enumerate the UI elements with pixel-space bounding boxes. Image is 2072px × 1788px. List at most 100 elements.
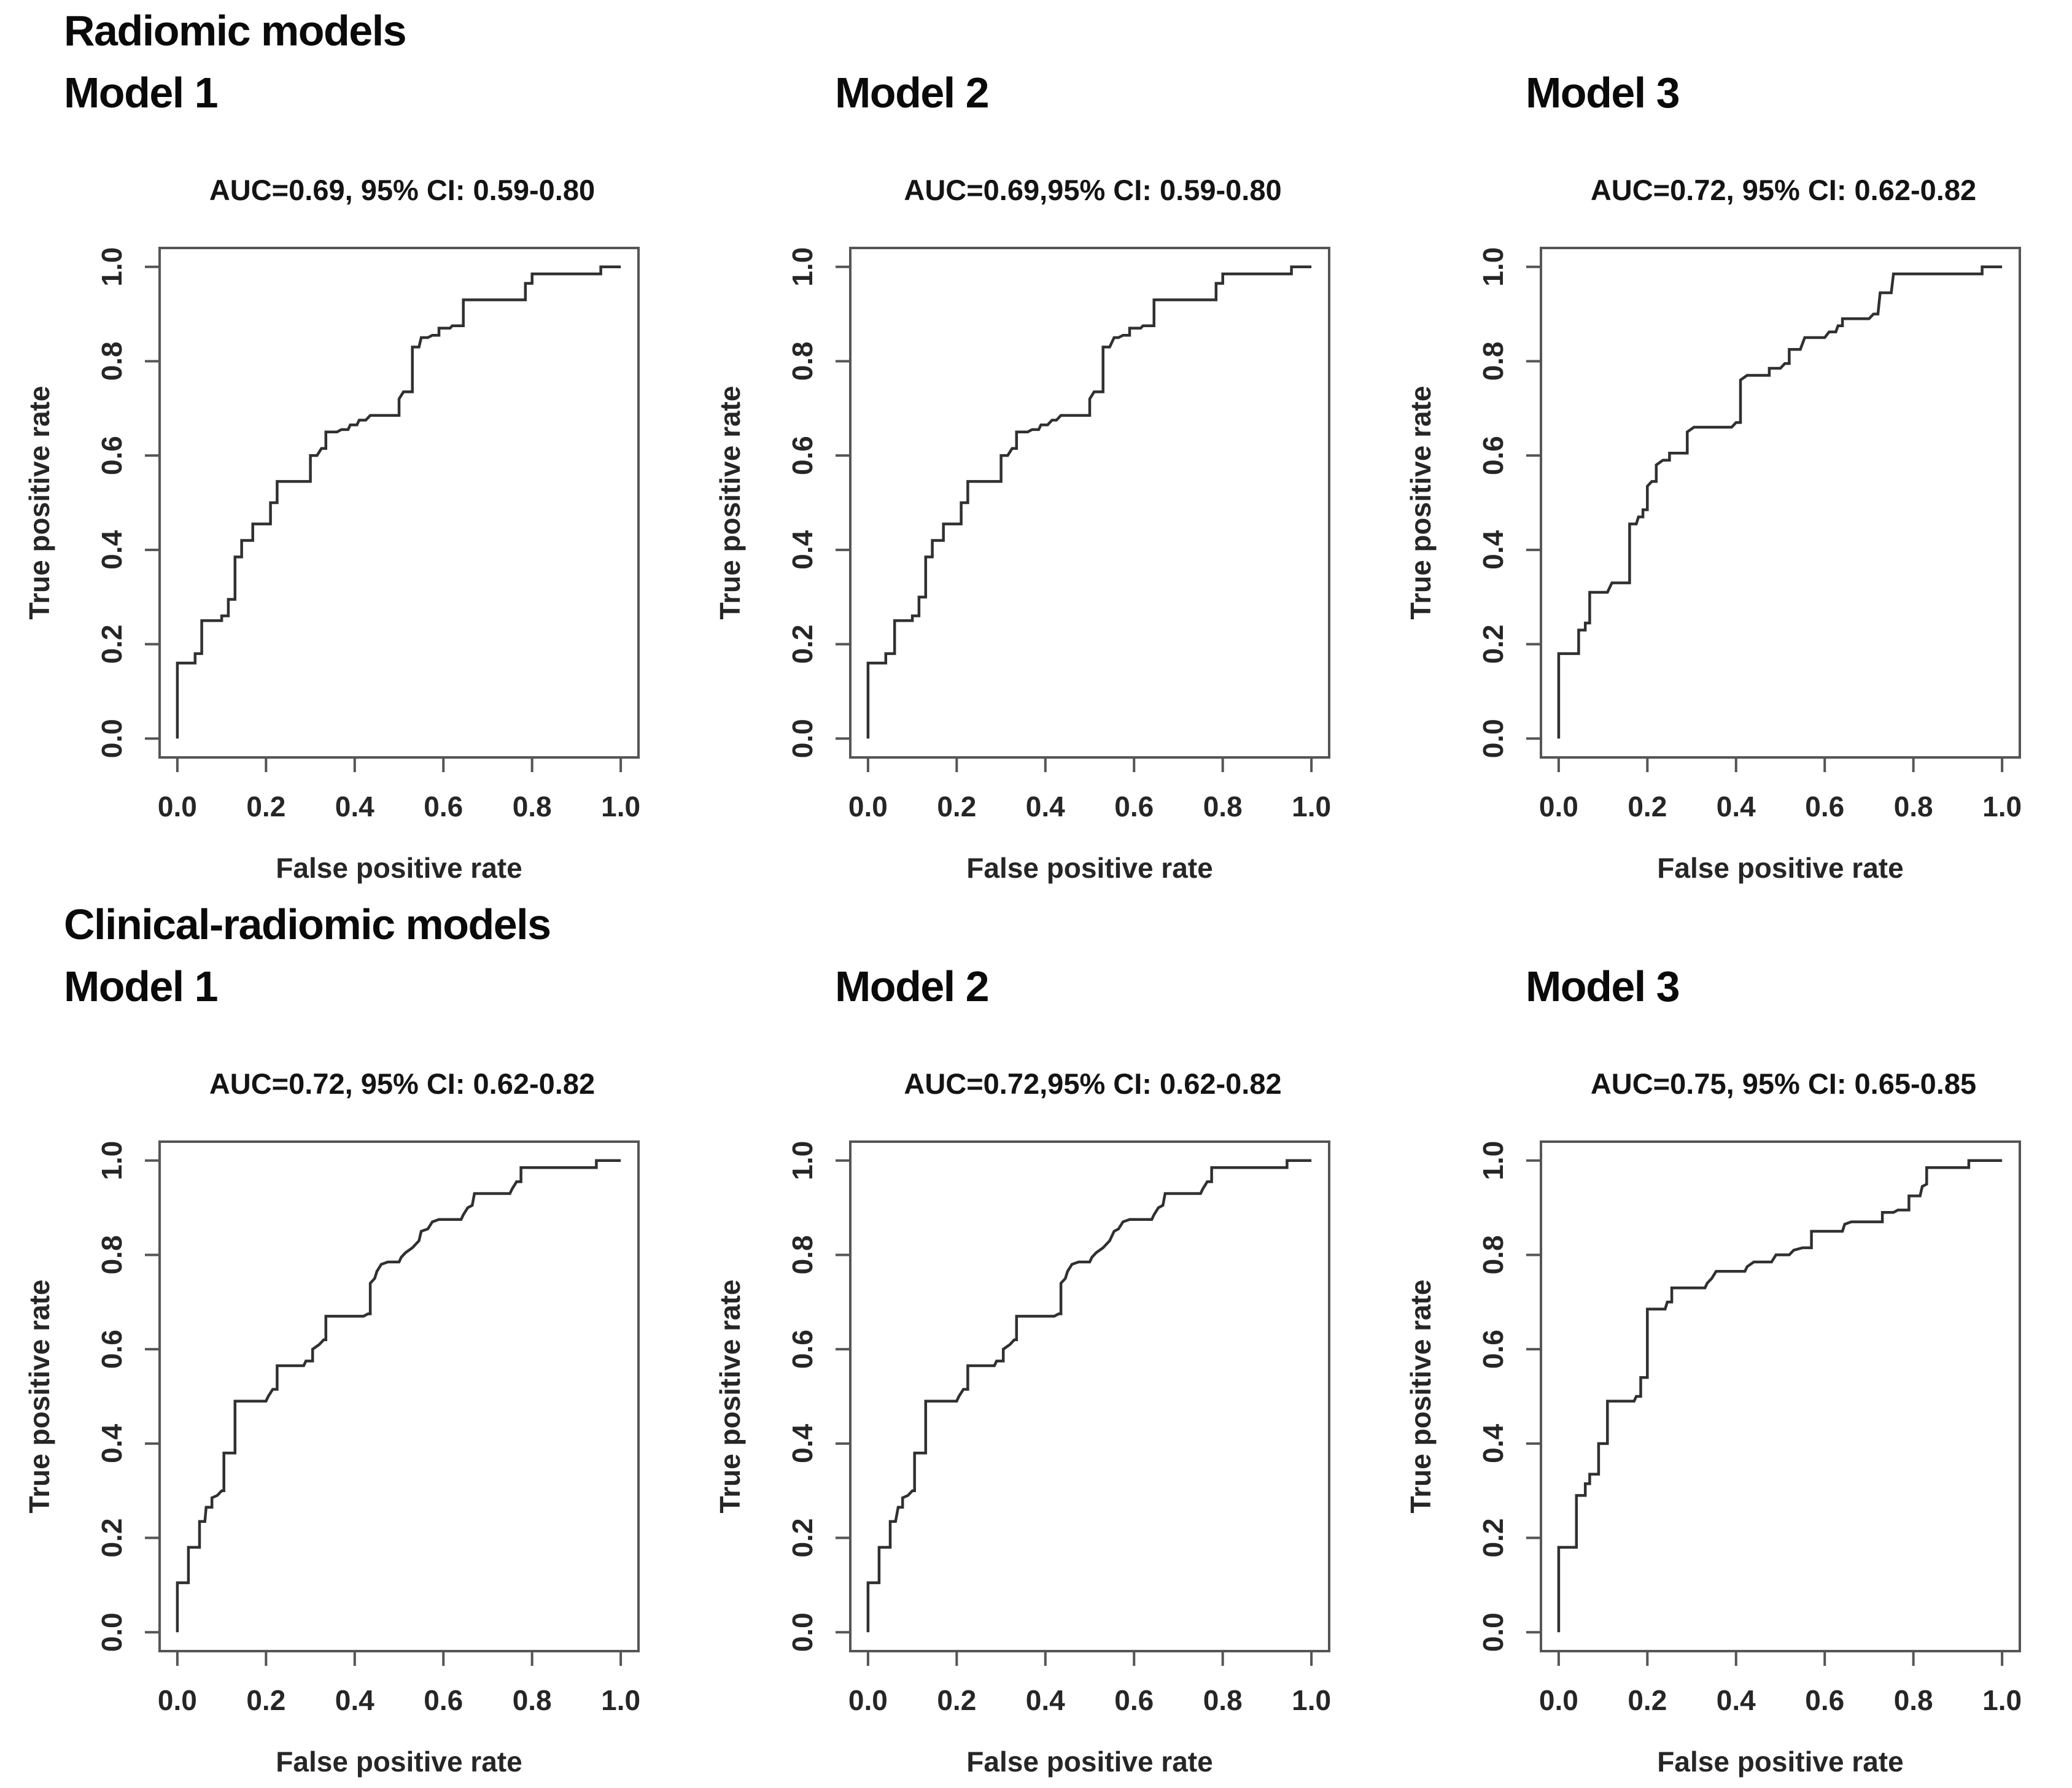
roc-curve xyxy=(176,1159,621,1633)
y-tick-label: 1.0 xyxy=(96,1141,128,1180)
y-tick-label: 0.8 xyxy=(96,341,128,381)
x-tick-label: 1.0 xyxy=(1292,1684,1331,1716)
auc-subtitle: AUC=0.72,95% CI: 0.62-0.82 xyxy=(904,1067,1282,1100)
section-header-spacer xyxy=(1381,0,2072,59)
x-tick-label: 0.6 xyxy=(1114,791,1154,822)
y-tick-label: 0.8 xyxy=(1477,341,1509,381)
y-axis-title: True positive rate xyxy=(1405,386,1437,620)
x-tick-label: 0.4 xyxy=(1026,791,1065,822)
roc-plot: 0.0 0.2 0.4 0.6 0.8 1.0 0.0 0.2 0.4 0.6 0.8 1.0 Fals… xyxy=(714,247,1331,884)
auc-subtitle: AUC=0.75, 95% CI: 0.65-0.85 xyxy=(1590,1067,1977,1100)
x-tick-label: 0.8 xyxy=(1894,791,1933,822)
y-tick-label: 0.2 xyxy=(786,1519,818,1558)
x-axis-title: False positive rate xyxy=(966,852,1213,884)
x-tick-label: 0.0 xyxy=(848,1684,888,1716)
y-axis-title: True positive rate xyxy=(714,1280,746,1514)
section-header-clinical-radiomic: Clinical-radiomic models xyxy=(64,900,551,948)
x-tick-label: 0.8 xyxy=(1203,1684,1243,1716)
y-tick-label: 0.2 xyxy=(96,1519,128,1558)
x-tick-label: 1.0 xyxy=(1292,791,1331,822)
roc-curve xyxy=(866,1159,1312,1633)
x-tick-label: 0.0 xyxy=(1539,1684,1578,1716)
y-tick-label: 0.0 xyxy=(1477,1612,1509,1652)
x-axis-title: False positive rate xyxy=(276,1746,522,1778)
roc-plot: 0.0 0.2 0.4 0.6 0.8 1.0 0.0 0.2 0.4 0.6 0.8 1.0 Fals… xyxy=(1405,1140,2022,1778)
roc-panel-clinical-radiomic-model-1: Clinical-radiomic models Model 1 AUC=0.7… xyxy=(0,894,691,1787)
y-tick-label: 0.0 xyxy=(96,719,128,758)
y-tick-label: 0.0 xyxy=(96,1612,128,1652)
roc-plot: 0.0 0.2 0.4 0.6 0.8 1.0 0.0 0.2 0.4 0.6 0.8 1.0 Fals… xyxy=(1405,247,2022,884)
x-axis-title: False positive rate xyxy=(276,852,522,884)
y-tick-label: 0.6 xyxy=(786,1329,818,1369)
y-tick-label: 0.8 xyxy=(786,1235,818,1274)
x-tick-label: 1.0 xyxy=(1982,791,2022,822)
roc-panel-radiomic-model-3: Model 3 AUC=0.72, 95% CI: 0.62-0.82 0.0 0… xyxy=(1381,0,2072,894)
y-tick-label: 0.6 xyxy=(1477,1329,1509,1369)
x-tick-label: 0.4 xyxy=(335,1684,374,1716)
x-tick-label: 0.4 xyxy=(1026,1684,1065,1716)
x-tick-label: 0.0 xyxy=(158,791,197,822)
x-tick-label: 0.2 xyxy=(937,791,976,822)
auc-subtitle: AUC=0.69, 95% CI: 0.59-0.80 xyxy=(209,174,596,206)
y-tick-label: 0.4 xyxy=(96,1423,128,1463)
x-tick-label: 1.0 xyxy=(601,791,640,822)
y-tick-label: 0.4 xyxy=(96,530,128,569)
x-tick-label: 0.4 xyxy=(1717,1684,1756,1716)
plot-frame xyxy=(158,247,640,759)
x-tick-label: 1.0 xyxy=(1982,1684,2022,1716)
roc-plot: 0.0 0.2 0.4 0.6 0.8 1.0 0.0 0.2 0.4 0.6 0.8 1.0 Fals… xyxy=(714,1140,1331,1778)
y-tick-label: 0.6 xyxy=(1477,436,1509,475)
x-tick-label: 0.2 xyxy=(1628,1684,1667,1716)
x-tick-label: 0.0 xyxy=(848,791,888,822)
y-tick-label: 0.8 xyxy=(96,1235,128,1274)
auc-subtitle: AUC=0.72, 95% CI: 0.62-0.82 xyxy=(1590,174,1977,206)
roc-plot: 0.0 0.2 0.4 0.6 0.8 1.0 0.0 0.2 0.4 0.6 0.8 1.0 Fals… xyxy=(23,247,640,884)
model-title: Model 3 xyxy=(1526,962,1680,1010)
roc-panel-radiomic-model-1: Radiomic models Model 1 AUC=0.69, 95% CI… xyxy=(0,0,691,894)
y-tick-label: 0.4 xyxy=(786,1423,818,1463)
y-tick-label: 0.2 xyxy=(1477,1519,1509,1558)
y-tick-label: 0.6 xyxy=(96,1329,128,1369)
plot-frame xyxy=(158,1140,640,1652)
x-tick-label: 0.4 xyxy=(1717,791,1756,822)
y-axis-title: True positive rate xyxy=(714,386,746,620)
roc-curve xyxy=(1557,1159,2003,1633)
y-axis-title: True positive rate xyxy=(1405,1280,1437,1514)
roc-curve xyxy=(866,265,1312,739)
x-tick-label: 1.0 xyxy=(601,1684,640,1716)
y-tick-label: 0.8 xyxy=(1477,1235,1509,1274)
y-tick-label: 0.6 xyxy=(786,436,818,475)
x-tick-label: 0.0 xyxy=(158,1684,197,1716)
section-header-spacer xyxy=(691,0,1381,59)
roc-plot: 0.0 0.2 0.4 0.6 0.8 1.0 0.0 0.2 0.4 0.6 0.8 1.0 Fals… xyxy=(23,1140,640,1778)
y-tick-label: 1.0 xyxy=(786,1141,818,1180)
x-tick-label: 0.2 xyxy=(937,1684,976,1716)
x-tick-label: 0.2 xyxy=(246,791,285,822)
y-tick-label: 1.0 xyxy=(1477,247,1509,287)
x-tick-label: 0.6 xyxy=(1805,791,1844,822)
x-tick-label: 0.8 xyxy=(1203,791,1243,822)
x-tick-label: 0.8 xyxy=(513,791,552,822)
x-tick-label: 0.6 xyxy=(424,1684,463,1716)
plot-frame xyxy=(1540,1140,2021,1652)
section-header-spacer xyxy=(1381,894,2072,953)
x-axis-title: False positive rate xyxy=(1657,852,1903,884)
x-tick-label: 0.2 xyxy=(1628,791,1667,822)
plot-frame xyxy=(1540,247,2021,759)
y-tick-label: 0.4 xyxy=(1477,1423,1509,1463)
y-tick-label: 0.2 xyxy=(1477,625,1509,664)
x-axis-title: False positive rate xyxy=(966,1746,1213,1778)
model-title: Model 2 xyxy=(835,69,990,117)
plot-frame xyxy=(849,1140,1330,1652)
y-tick-label: 0.4 xyxy=(1477,530,1509,569)
y-axis-title: True positive rate xyxy=(23,1280,55,1514)
auc-subtitle: AUC=0.72, 95% CI: 0.62-0.82 xyxy=(209,1067,596,1100)
roc-panel-radiomic-model-2: Model 2 AUC=0.69,95% CI: 0.59-0.80 0.0 0.… xyxy=(691,0,1381,894)
y-tick-label: 0.4 xyxy=(786,530,818,569)
model-title: Model 1 xyxy=(64,69,219,117)
roc-panel-clinical-radiomic-model-3: Model 3 AUC=0.75, 95% CI: 0.65-0.85 0.0 0… xyxy=(1381,894,2072,1787)
x-tick-label: 0.6 xyxy=(1114,1684,1154,1716)
y-axis-title: True positive rate xyxy=(23,386,55,620)
roc-curve xyxy=(176,265,621,739)
roc-panel-clinical-radiomic-model-2: Model 2 AUC=0.72,95% CI: 0.62-0.82 0.0 0.… xyxy=(691,894,1381,1787)
